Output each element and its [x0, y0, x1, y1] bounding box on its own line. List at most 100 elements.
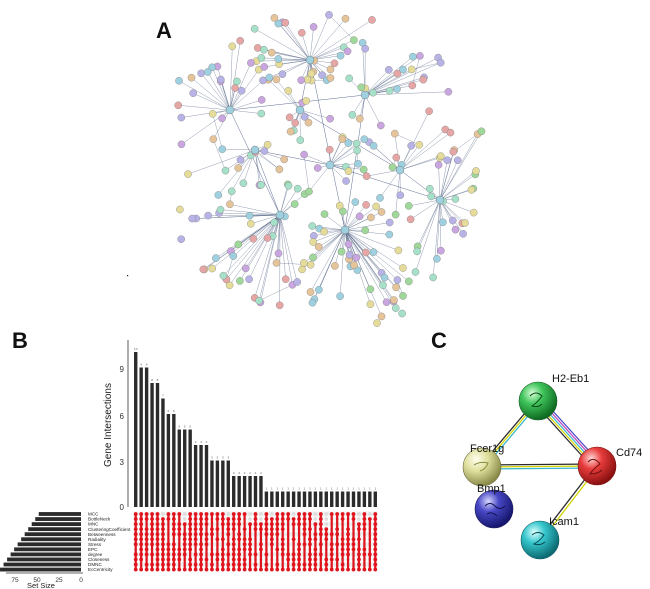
network-node	[325, 145, 334, 154]
network-node	[362, 248, 370, 257]
network-hub-node	[325, 160, 335, 170]
network-node	[391, 129, 399, 138]
network-node	[239, 179, 248, 187]
network-node	[369, 142, 378, 150]
intersection-bar-label: 1	[293, 487, 295, 491]
network-node	[345, 74, 353, 83]
intersection-bar-label: 1	[358, 487, 360, 491]
ppi-label-bmp1: Bmp1	[477, 483, 506, 495]
network-edge	[229, 109, 281, 216]
network-node	[434, 161, 443, 169]
network-edge	[439, 151, 454, 201]
network-node	[236, 37, 244, 45]
intersection-bar	[286, 491, 290, 507]
intersection-bar-label: 1	[287, 487, 289, 491]
network-hub-node	[225, 105, 235, 115]
network-node	[234, 240, 243, 249]
network-edge	[187, 149, 256, 175]
intersection-bar-label: 2	[233, 471, 235, 475]
network-node	[234, 164, 242, 172]
network-node	[453, 156, 462, 165]
network-edge	[364, 55, 421, 96]
network-node	[257, 181, 265, 189]
intersection-bar-label: 2	[238, 471, 240, 475]
network-edge	[229, 62, 252, 111]
network-node	[320, 210, 329, 218]
intersection-bar-label: 1	[282, 487, 284, 491]
network-node	[361, 44, 369, 53]
intersection-bar-label: 1	[315, 487, 317, 491]
network-node	[377, 312, 386, 321]
intersection-bar-label: 5	[178, 425, 180, 429]
network-node	[219, 271, 228, 280]
intersection-bar-label: 9	[146, 363, 148, 367]
network-node	[362, 172, 371, 180]
intersection-bar	[232, 476, 236, 507]
intersection-bar	[346, 491, 350, 507]
network-node	[341, 14, 350, 23]
network-edge	[211, 67, 231, 111]
intersection-bar	[291, 491, 296, 507]
set-size-bar	[10, 552, 82, 557]
network-edge	[415, 199, 441, 273]
network-node	[265, 73, 274, 82]
network-node	[174, 101, 182, 110]
intersection-bar-label: 2	[260, 471, 262, 475]
set-size-bar	[24, 532, 81, 537]
network-node	[247, 59, 255, 67]
network-edge	[279, 214, 298, 283]
intersection-bar	[134, 352, 138, 507]
matrix-dot-off	[367, 512, 372, 516]
network-node	[313, 164, 322, 172]
matrix-dot-off	[226, 512, 231, 516]
set-size-axis: 75 50 25 0 Set Size	[6, 572, 83, 589]
network-node	[257, 109, 266, 118]
intersection-bar-label: 1	[276, 487, 278, 491]
panel-label-b: B	[12, 328, 28, 353]
network-node	[472, 167, 480, 175]
set-size-bar	[28, 527, 81, 532]
network-node	[350, 36, 358, 44]
network-node	[406, 215, 415, 224]
intersection-bar	[275, 491, 279, 507]
network-edge	[344, 202, 356, 231]
network-edge	[339, 229, 346, 297]
network-node	[281, 275, 290, 283]
network-node	[443, 156, 451, 164]
network-node	[345, 251, 354, 259]
matrix-dot-off	[324, 517, 329, 521]
intersection-bar-label: 4	[200, 440, 202, 444]
intersection-bar-label: 1	[364, 487, 366, 491]
network-edge	[303, 154, 310, 192]
network-edge	[268, 79, 301, 111]
network-node	[236, 277, 244, 285]
network-edge	[438, 164, 441, 201]
network-node	[380, 273, 389, 282]
network-edge	[308, 164, 331, 192]
ppi-node-icam1: Icam1	[520, 516, 579, 560]
network-node	[391, 304, 400, 312]
network-edge	[269, 59, 311, 78]
network-node	[272, 259, 281, 267]
network-node	[218, 114, 226, 123]
network-node	[362, 201, 370, 209]
network-node	[344, 240, 353, 248]
network-node	[281, 18, 290, 27]
intersection-bar	[215, 460, 220, 507]
network-node	[314, 243, 323, 251]
intersection-bar	[373, 491, 377, 507]
network-node	[356, 114, 364, 123]
network-node	[396, 191, 405, 199]
network-node	[399, 292, 407, 300]
network-node	[342, 177, 350, 185]
network-node	[348, 111, 357, 119]
network-node	[217, 75, 225, 84]
network-node	[336, 51, 345, 60]
network-edge	[439, 199, 456, 230]
network-node	[209, 135, 218, 143]
ppi-node-fcer1g: Fcer1g	[462, 443, 504, 487]
matrix-dot-off	[161, 512, 165, 516]
network-edge	[364, 56, 414, 96]
network-node	[461, 219, 469, 227]
